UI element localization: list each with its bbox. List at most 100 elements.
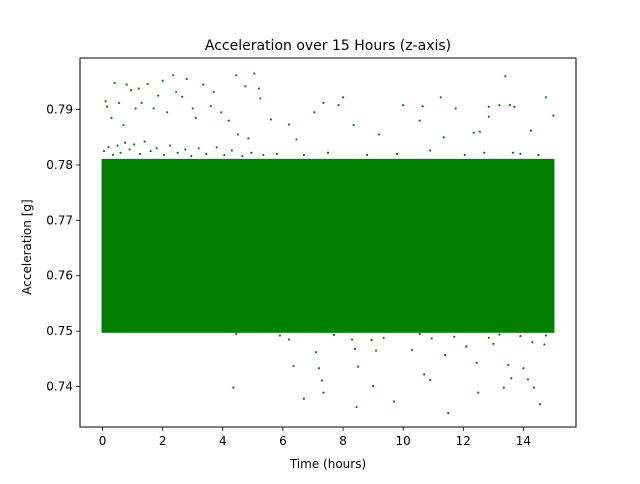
x-tick-label: 14 [516,434,531,448]
scatter-point-above [378,133,381,136]
scatter-point-above [418,119,421,122]
scatter-point-above [176,151,179,154]
scatter-point-above [322,101,325,104]
scatter-point-above [439,96,442,99]
scatter-point-below [522,367,525,370]
scatter-point-below [418,332,421,336]
scatter-point-above [275,152,278,155]
scatter-point-above [241,154,244,158]
scatter-point-below [393,400,396,403]
scatter-point-above [113,81,116,85]
y-axis-ticks: 0.74 0.75 0.76 0.77 0.78 0.79 [46,103,80,394]
scatter-point-below [447,412,450,415]
scatter-point-above [223,153,226,157]
y-tick-label: 0.76 [46,269,73,283]
y-axis-label: Acceleration [g] [20,199,34,294]
scatter-point-below [498,333,501,336]
scatter-point-below [519,335,522,338]
scatter-point-above [184,148,187,151]
scatter-point-below [453,335,456,338]
scatter-point-above [259,97,262,100]
scatter-point-above [230,149,233,152]
scatter-point-above [313,111,316,114]
scatter-point-below [332,333,336,337]
x-axis-label: Time (hours) [289,457,366,471]
scatter-point-above [163,153,166,157]
scatter-point-below [356,365,360,368]
scatter-point-below [287,338,291,341]
scatter-point-below [317,367,321,370]
scatter-point-below [475,361,478,364]
scatter-point-below [487,336,490,339]
scatter-point-above [116,144,119,147]
scatter-point-above [508,103,511,107]
scatter-point-above [352,123,355,127]
scatter-point-above [110,116,113,119]
scatter-point-above [139,152,142,155]
scatter-point-above [128,148,131,151]
dense-data-band [101,158,555,333]
scatter-point-above [235,74,238,77]
plot-frame [79,57,577,428]
y-tick-label: 0.75 [46,324,73,338]
scatter-point-above [504,75,507,78]
scatter-point-above [212,90,215,93]
scatter-point-above [157,94,160,97]
scatter-point-above [140,101,143,104]
scatter-point-below [423,373,426,376]
scatter-point-below [292,364,295,368]
scatter-point-above [146,82,149,86]
scatter-point-above [454,107,457,110]
scatter-point-above [326,151,330,154]
scatter-point-above [442,136,445,139]
x-tick-label: 12 [456,434,471,448]
chart-title: Acceleration over 15 Hours (z-axis) [205,38,451,54]
scatter-point-above [130,89,133,92]
scatter-point-below [322,391,325,394]
scatter-point-above [513,105,516,108]
scatter-point-above [152,107,155,110]
scatter-point-above [102,149,106,153]
scatter-point-above [287,123,291,126]
x-tick-label: 0 [99,434,107,448]
scatter-point-below [353,347,357,350]
scatter-point-above [209,105,212,108]
dense-band-fill [101,158,555,333]
x-tick-label: 4 [219,434,227,448]
scatter-point-above [191,107,194,110]
scatter-point-below [235,332,238,336]
scatter-point-above [117,101,121,104]
scatter-point-above [181,95,184,98]
scatter-point-below [502,386,505,389]
scatter-point-above [295,138,298,141]
scatter-point-below [278,334,282,337]
x-tick-label: 8 [339,434,347,448]
scatter-point-above [302,153,306,157]
x-tick-label: 10 [396,434,411,448]
y-tick-label: 0.79 [46,103,73,117]
scatter-point-above [194,116,197,119]
scatter-point-above [161,79,164,82]
scatter-point-above [463,153,466,157]
scatter-point-above [253,72,256,75]
scatter-point-above [262,153,265,157]
scatter-point-above [172,74,175,77]
scatter-point-above [175,90,178,93]
scatter-point-below [531,341,534,344]
scatter-point-above [197,147,200,150]
scatter-point-above [421,105,424,108]
scatter-point-above [169,144,172,147]
scatter-point-below [543,343,546,346]
scatter-point-below [232,386,235,389]
scatter-point-above [396,152,399,155]
scatter-point-above [341,96,345,99]
scatter-point-above [365,153,369,157]
scatter-point-below [526,378,530,381]
scatter-point-above [236,133,239,136]
scatter-point-above [205,152,208,155]
scatter-point-above [137,87,140,90]
scatter-point-below [350,338,354,341]
x-tick-label: 2 [159,434,167,448]
scatter-point-below [492,342,495,345]
